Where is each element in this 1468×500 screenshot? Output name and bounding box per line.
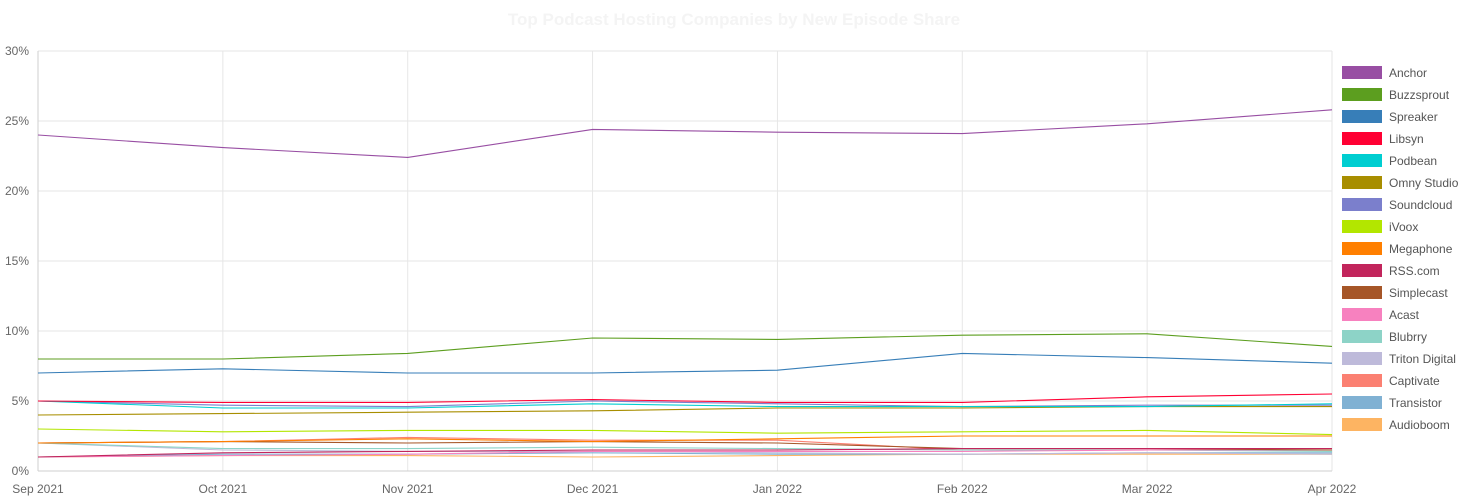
series-line-rss-com — [37, 448, 1332, 458]
legend-swatch — [1342, 154, 1382, 167]
legend-label: Anchor — [1389, 66, 1427, 80]
series-line-buzzsprout — [38, 333, 1333, 360]
legend: Anchor Buzzsprout Spreaker Libsyn Podbean Omn… — [1342, 66, 1459, 432]
legend-item-audioboom[interactable]: Audioboom — [1342, 418, 1450, 432]
legend-item-buzzsprout[interactable]: Buzzsprout — [1342, 88, 1450, 102]
legend-label: Captivate — [1389, 374, 1440, 388]
legend-item-rss-com[interactable]: RSS.com — [1342, 264, 1440, 278]
legend-swatch — [1342, 132, 1382, 145]
legend-label: Libsyn — [1389, 132, 1424, 146]
legend-swatch — [1342, 374, 1382, 387]
legend-swatch — [1342, 88, 1382, 101]
series-line-libsyn — [37, 393, 1333, 403]
legend-label: Blubrry — [1389, 330, 1427, 344]
legend-label: Podbean — [1389, 154, 1437, 168]
legend-item-soundcloud[interactable]: Soundcloud — [1342, 198, 1452, 212]
legend-swatch — [1342, 176, 1382, 189]
legend-swatch — [1342, 418, 1382, 431]
y-tick-label: 25% — [5, 114, 29, 128]
legend-label: Omny Studio — [1389, 176, 1459, 190]
y-tick-label: 15% — [5, 254, 29, 268]
legend-item-anchor[interactable]: Anchor — [1342, 66, 1427, 80]
legend-label: RSS.com — [1389, 264, 1440, 278]
series-line-ivoox — [37, 428, 1333, 436]
series-line-megaphone — [37, 435, 1332, 444]
legend-item-ivoox[interactable]: iVoox — [1342, 220, 1418, 234]
legend-label: Spreaker — [1389, 110, 1438, 124]
legend-item-acast[interactable]: Acast — [1342, 308, 1420, 322]
legend-label: Triton Digital — [1389, 352, 1456, 366]
legend-swatch — [1342, 242, 1382, 255]
x-tick-label: Jan 2022 — [753, 482, 803, 496]
legend-item-libsyn[interactable]: Libsyn — [1342, 132, 1424, 146]
y-tick-label: 5% — [12, 394, 30, 408]
legend-swatch — [1342, 110, 1382, 123]
y-tick-label: 0% — [12, 464, 30, 478]
legend-item-podbean[interactable]: Podbean — [1342, 154, 1437, 168]
x-tick-label: Nov 2021 — [382, 482, 434, 496]
legend-item-triton-digital[interactable]: Triton Digital — [1342, 352, 1456, 366]
legend-label: Megaphone — [1389, 242, 1453, 256]
series-line-podbean — [37, 400, 1333, 409]
x-tick-label: Feb 2022 — [937, 482, 988, 496]
legend-label: Acast — [1389, 308, 1420, 322]
legend-item-spreaker[interactable]: Spreaker — [1342, 110, 1438, 124]
series-line-acast — [37, 449, 1332, 458]
legend-swatch — [1342, 308, 1382, 321]
legend-swatch — [1342, 286, 1382, 299]
y-tick-label: 10% — [5, 324, 29, 338]
legend-swatch — [1342, 198, 1382, 211]
y-tick-label: 30% — [5, 44, 29, 58]
series-line-soundcloud — [37, 400, 1332, 408]
legend-swatch — [1342, 220, 1382, 233]
legend-label: Soundcloud — [1389, 198, 1452, 212]
legend-label: Transistor — [1389, 396, 1442, 410]
legend-swatch — [1342, 264, 1382, 277]
x-tick-label: Mar 2022 — [1122, 482, 1173, 496]
series-line-triton-digital — [37, 442, 1333, 455]
series-line-anchor — [37, 109, 1333, 158]
legend-item-simplecast[interactable]: Simplecast — [1342, 286, 1448, 300]
legend-swatch — [1342, 396, 1382, 409]
x-tick-label: Sep 2021 — [12, 482, 64, 496]
x-tick-label: Oct 2021 — [199, 482, 248, 496]
legend-item-transistor[interactable]: Transistor — [1342, 396, 1442, 410]
y-tick-label: 20% — [5, 184, 29, 198]
legend-item-omny-studio[interactable]: Omny Studio — [1342, 176, 1459, 190]
x-tick-label: Dec 2021 — [567, 482, 619, 496]
legend-swatch — [1342, 66, 1382, 79]
chart-title: Top Podcast Hosting Companies by New Epi… — [507, 10, 961, 29]
legend-swatch — [1342, 352, 1382, 365]
legend-label: iVoox — [1389, 220, 1418, 234]
x-tick-label: Apr 2022 — [1308, 482, 1357, 496]
series-lines — [37, 109, 1333, 458]
legend-item-captivate[interactable]: Captivate — [1342, 374, 1440, 388]
legend-swatch — [1342, 330, 1382, 343]
legend-label: Audioboom — [1389, 418, 1450, 432]
legend-item-blubrry[interactable]: Blubrry — [1342, 330, 1427, 344]
legend-item-megaphone[interactable]: Megaphone — [1342, 242, 1453, 256]
legend-label: Buzzsprout — [1389, 88, 1450, 102]
series-line-spreaker — [37, 352, 1333, 374]
legend-label: Simplecast — [1389, 286, 1448, 300]
axes: 0% 5% 10% 15% 20% 25% 30% Sep 2021 Oct 2021 Nov 2… — [5, 44, 1357, 496]
